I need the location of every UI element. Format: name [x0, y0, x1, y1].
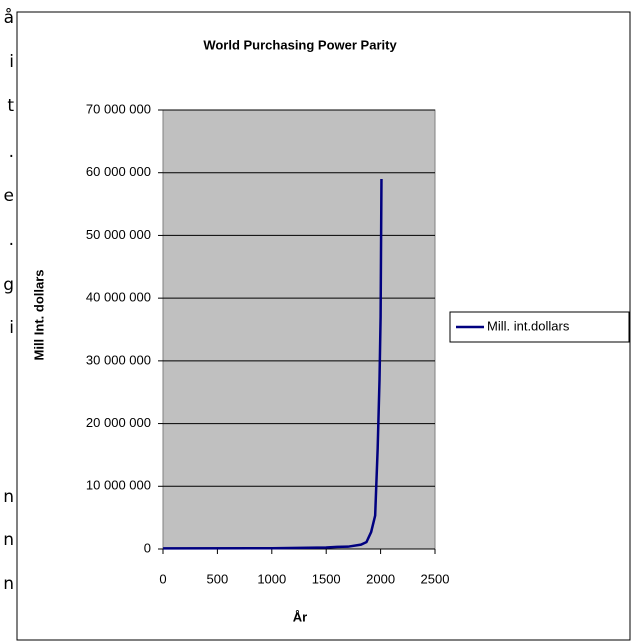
y-tick-label: 20 000 000: [86, 415, 151, 430]
legend-label: Mill. int.dollars: [487, 318, 570, 333]
x-tick-label: 2000: [366, 571, 395, 586]
y-tick-label: 60 000 000: [86, 164, 151, 179]
side-text: .: [9, 142, 14, 162]
x-tick-label: 500: [207, 571, 229, 586]
side-text: n: [3, 574, 14, 594]
x-tick-label: 1000: [257, 571, 286, 586]
side-text: i: [9, 52, 14, 72]
data-line: [163, 178, 383, 550]
y-tick-label: 30 000 000: [86, 352, 151, 367]
plot-area: [162, 109, 436, 550]
y-tick-label: 10 000 000: [86, 478, 151, 493]
side-text: å: [4, 7, 14, 28]
side-text: e: [4, 186, 14, 206]
side-text: n: [3, 530, 14, 550]
y-tick-label: 70 000 000: [86, 101, 151, 116]
side-text: g: [3, 275, 14, 295]
y-axis-label: Mill Int. dollars: [31, 269, 46, 360]
y-tick-label: 40 000 000: [86, 290, 151, 305]
side-text: t: [7, 96, 14, 116]
side-text: n: [3, 487, 14, 507]
side-text: i: [9, 318, 14, 338]
side-text: .: [9, 230, 14, 250]
x-tick-label: 2500: [421, 571, 450, 586]
x-tick-label: 1500: [312, 571, 341, 586]
x-axis-label: År: [293, 609, 307, 624]
chart-title: World Purchasing Power Parity: [203, 37, 397, 52]
y-tick-label: 0: [144, 540, 151, 555]
y-tick-label: 50 000 000: [86, 227, 151, 242]
x-tick-label: 0: [159, 571, 166, 586]
